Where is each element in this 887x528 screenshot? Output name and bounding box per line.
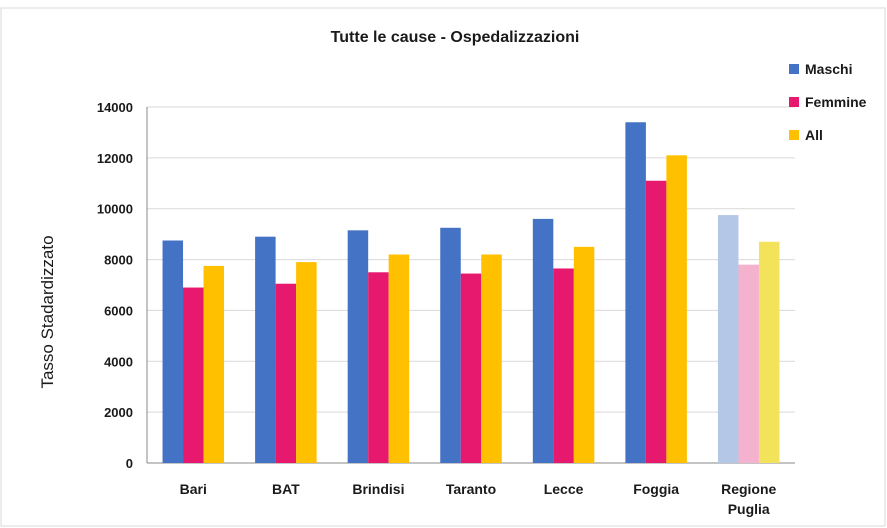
- y-tick-label: 14000: [97, 100, 133, 115]
- bar-all-4: [573, 246, 595, 463]
- y-tick-label: 2000: [104, 405, 133, 420]
- y-tick-label: 10000: [97, 202, 133, 217]
- y-tick-label: 12000: [97, 151, 133, 166]
- bar-femmine-4: [553, 268, 574, 463]
- bar-femmine-0: [183, 287, 204, 463]
- legend-label-femmine: Femmine: [805, 94, 867, 110]
- bar-all-3: [481, 254, 502, 463]
- x-category-label: Regione: [721, 481, 776, 497]
- bar-maschi-1: [255, 236, 276, 463]
- y-axis-ticks: 0 2000 4000 6000 8000 10000 12000 14000: [97, 100, 133, 471]
- bar-femmine-1: [275, 283, 297, 463]
- legend-swatch-maschi: [789, 64, 799, 74]
- bars: [162, 122, 780, 464]
- x-category-label: BAT: [272, 481, 300, 497]
- bar-all-2: [388, 254, 410, 463]
- x-category-label: Brindisi: [352, 481, 404, 497]
- x-category-label: Taranto: [446, 481, 496, 497]
- legend: Maschi Femmine All: [789, 61, 867, 143]
- y-tick-label: 4000: [104, 354, 133, 369]
- bar-maschi-2: [347, 230, 369, 463]
- bar-all-6: [758, 241, 780, 463]
- bar-femmine-6: [738, 264, 759, 463]
- bar-maschi-4: [532, 218, 554, 463]
- chart-title: Tutte le cause - Ospedalizzazioni: [331, 29, 580, 46]
- bar-all-1: [296, 262, 317, 463]
- y-tick-label: 6000: [104, 303, 133, 318]
- legend-label-all: All: [805, 127, 823, 143]
- bar-all-0: [203, 265, 225, 463]
- y-tick-label: 0: [126, 456, 133, 471]
- x-category-label: Bari: [180, 481, 207, 497]
- bar-maschi-0: [162, 240, 184, 463]
- y-axis-label: Tasso Stadardizzato: [38, 235, 57, 388]
- bar-femmine-5: [645, 180, 667, 463]
- x-axis-categories: Bari BAT Brindisi Taranto Lecce Foggia Regione…: [180, 481, 777, 517]
- bar-maschi-5: [625, 122, 646, 463]
- bar-all-5: [666, 155, 687, 464]
- y-tick-label: 8000: [104, 253, 133, 268]
- legend-label-maschi: Maschi: [805, 61, 852, 77]
- x-category-label: Lecce: [544, 481, 584, 497]
- bar-femmine-2: [368, 272, 389, 463]
- legend-swatch-femmine: [789, 97, 799, 107]
- bar-maschi-3: [440, 227, 461, 463]
- legend-swatch-all: [789, 130, 799, 140]
- x-category-label: Puglia: [728, 501, 770, 517]
- bar-maschi-6: [717, 215, 739, 463]
- x-category-label: Foggia: [633, 481, 679, 497]
- bar-femmine-3: [460, 273, 482, 463]
